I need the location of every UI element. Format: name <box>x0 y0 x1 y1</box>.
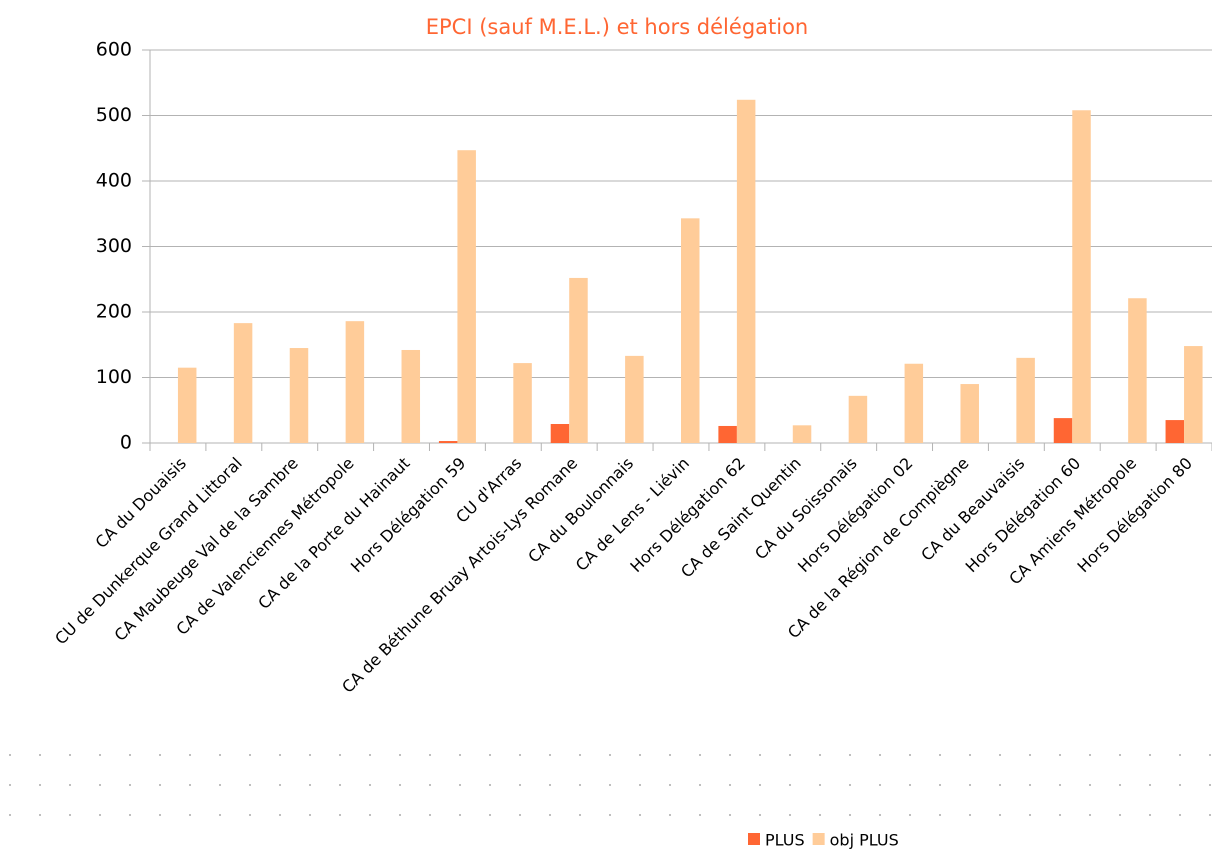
legend-label: PLUS <box>765 831 805 850</box>
bar <box>1072 110 1091 443</box>
bar <box>438 441 458 443</box>
y-tick-label: 600 <box>96 39 132 61</box>
background-dots <box>0 745 1212 835</box>
x-tick-label: CA du Beauvaisis <box>917 454 1028 565</box>
y-tick-label: 200 <box>96 301 132 323</box>
bar <box>960 384 979 443</box>
bar <box>792 425 812 443</box>
bar <box>289 348 309 443</box>
bar <box>345 321 365 443</box>
bar <box>736 99 756 443</box>
bar <box>1128 298 1147 443</box>
legend-label: obj PLUS <box>830 831 899 850</box>
bar <box>848 395 868 443</box>
y-tick-label: 400 <box>96 170 132 192</box>
bar <box>1016 357 1035 443</box>
bar <box>625 355 644 443</box>
bar <box>177 367 197 443</box>
chart-title: EPCI (sauf M.E.L.) et hors délégation <box>426 15 809 39</box>
legend-swatch <box>748 833 760 845</box>
y-tick-label: 100 <box>96 366 132 388</box>
bar <box>681 218 700 443</box>
bar <box>513 363 532 443</box>
legend-swatch <box>812 833 825 845</box>
bar <box>1165 420 1185 443</box>
bar <box>401 349 421 443</box>
y-tick-label: 500 <box>96 104 132 126</box>
bar <box>718 425 737 443</box>
bar <box>550 424 570 443</box>
y-tick-label: 300 <box>96 235 132 257</box>
x-tick-label: CA du Soissonais <box>751 454 861 564</box>
bar <box>569 277 588 443</box>
y-tick-label: 0 <box>120 432 132 454</box>
bar <box>1053 418 1073 443</box>
x-tick-label: CA du Boulonnais <box>524 454 637 567</box>
bar <box>904 363 924 443</box>
bar <box>1184 346 1203 443</box>
bar <box>457 150 476 443</box>
bar <box>233 323 253 443</box>
